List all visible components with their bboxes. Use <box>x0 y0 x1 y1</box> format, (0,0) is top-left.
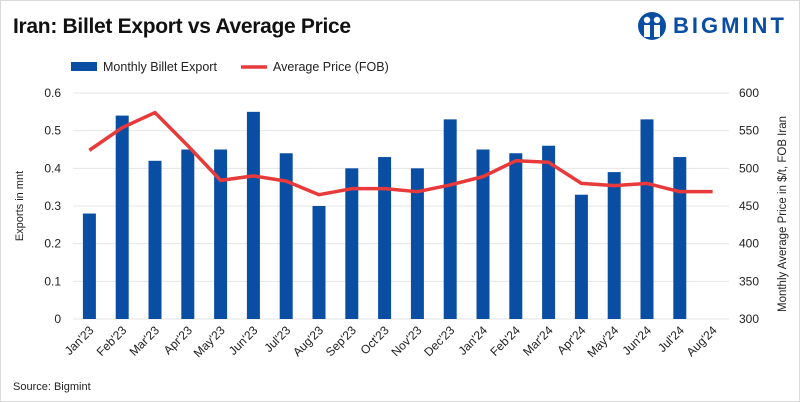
y2-tick-label: 300 <box>739 312 759 326</box>
legend-line-label: Average Price (FOB) <box>273 60 389 74</box>
bar-Feb'24 <box>509 153 523 319</box>
bar-Jan'24 <box>476 149 490 319</box>
x-tick-label: Jun'23 <box>226 323 261 358</box>
y-tick-label: 0.2 <box>44 237 61 251</box>
x-tick-label: May'23 <box>191 323 228 360</box>
legend-bar-label: Monthly Billet Export <box>103 60 217 74</box>
y2-axis-label: Monthly Average Price in $/t, FOB Iran <box>777 116 789 312</box>
bar-Apr'23 <box>181 149 195 319</box>
bar-Mar'23 <box>148 160 162 319</box>
bar-Aug'23 <box>312 206 326 319</box>
bar-Mar'24 <box>542 145 556 319</box>
legend-bar-swatch <box>71 62 97 71</box>
y-tick-label: 0.5 <box>44 124 61 138</box>
x-tick-label: May'24 <box>584 323 621 360</box>
bar-Apr'24 <box>574 194 588 319</box>
bar-Jul'24 <box>673 157 687 319</box>
y-tick-label: 0.3 <box>44 199 61 213</box>
average-price-line <box>88 110 713 197</box>
chart-svg: 0 0.1 0.2 0.3 0.4 0.5 0.6 300 350 400 450 500 550 600… <box>14 60 789 360</box>
y2-tick-label: 500 <box>739 161 759 175</box>
bigmint-logo: BIGMINT <box>637 11 787 41</box>
bar-May'24 <box>607 172 621 319</box>
bar-Jun'24 <box>640 119 654 319</box>
bar-Nov'23 <box>410 168 424 319</box>
x-tick-label: Jul'23 <box>262 323 294 355</box>
x-tick-label: Dec'23 <box>421 323 457 359</box>
bar-Oct'23 <box>378 157 392 319</box>
y-axis-label: Exports in mnt <box>14 171 26 241</box>
bar-Feb'23 <box>115 115 129 319</box>
x-tick-label: Feb'24 <box>487 323 523 359</box>
chart-title: Iran: Billet Export vs Average Price <box>13 15 351 38</box>
x-tick-label: Jul'24 <box>655 323 687 355</box>
bar-Jul'23 <box>279 153 293 319</box>
bar-May'23 <box>214 149 228 319</box>
y-tick-label: 0.6 <box>44 86 61 100</box>
y2-tick-label: 400 <box>739 237 759 251</box>
x-tick-label: Jan'23 <box>62 323 97 358</box>
x-tick-label: Apr'24 <box>554 323 588 357</box>
x-tick-label: Sep'23 <box>323 323 359 359</box>
x-tick-label: Aug'24 <box>684 323 720 359</box>
x-tick-label: Jan'24 <box>455 323 490 358</box>
x-tick-label: Jun'24 <box>619 323 654 358</box>
y2-tick-label: 600 <box>739 86 759 100</box>
y-tick-label: 0.4 <box>44 161 61 175</box>
bar-Dec'23 <box>443 119 457 319</box>
x-tick-label: Nov'23 <box>388 323 424 359</box>
x-tick-label: Mar'24 <box>520 323 556 359</box>
logo-people-icon <box>638 12 666 40</box>
y2-tick-label: 550 <box>739 124 759 138</box>
x-tick-label: Mar'23 <box>127 323 163 359</box>
bar-Jan'23 <box>82 213 96 319</box>
bar-Jun'23 <box>246 111 260 319</box>
y-tick-label: 0.1 <box>44 274 61 288</box>
logo-text: BIGMINT <box>673 13 787 38</box>
x-tick-label: Apr'23 <box>161 323 195 357</box>
source-note: Source: Bigmint <box>13 381 91 393</box>
y-tick-label: 0 <box>54 312 61 326</box>
x-tick-label: Feb'23 <box>94 323 130 359</box>
y2-tick-label: 450 <box>739 199 759 213</box>
y2-tick-label: 350 <box>739 274 759 288</box>
x-tick-label: Aug'23 <box>290 323 326 359</box>
bar-Sep'23 <box>345 168 359 319</box>
x-tick-label: Oct'23 <box>358 323 392 357</box>
